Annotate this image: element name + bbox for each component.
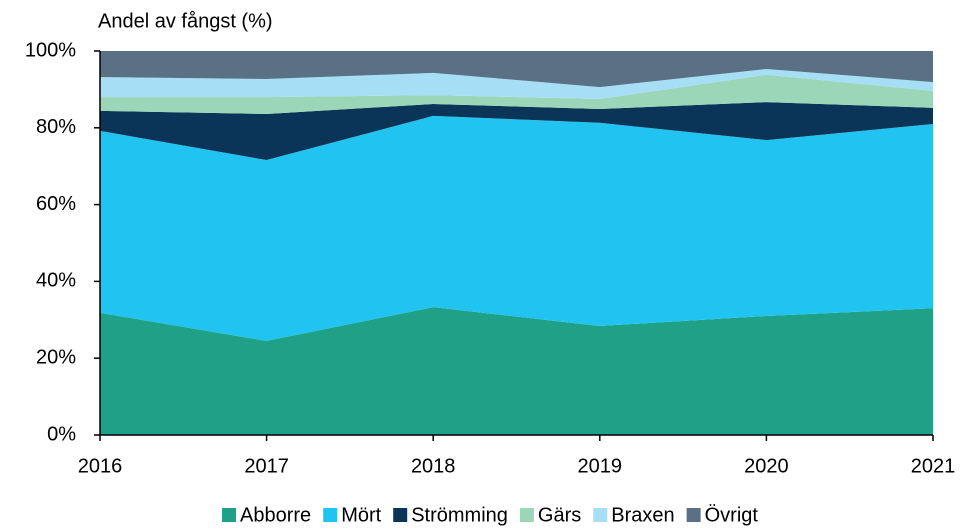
area	[100, 69, 933, 99]
y-axis-title: Andel av fångst (%)	[98, 10, 273, 32]
legend-label: Abborre	[240, 504, 311, 526]
y-tick-label: 40%	[36, 270, 76, 292]
area	[100, 51, 933, 88]
legend-swatch	[393, 508, 408, 522]
legend-swatch	[686, 508, 701, 522]
area	[100, 307, 933, 435]
y-tick-label: 20%	[36, 346, 76, 368]
x-tick-label: 2019	[578, 455, 623, 477]
area	[100, 102, 933, 161]
legend-label: Gärs	[538, 504, 581, 526]
x-tick-label: 2017	[244, 455, 289, 477]
x-tick-label: 2021	[911, 455, 956, 477]
y-tick-label: 60%	[36, 193, 76, 215]
legend-swatch	[593, 508, 608, 522]
legend-swatch	[323, 508, 338, 522]
legend-swatch	[222, 508, 237, 522]
legend-label: Övrigt	[705, 504, 759, 526]
y-tick-label: 80%	[36, 116, 76, 138]
legend-label: Mört	[341, 504, 381, 526]
area	[100, 74, 933, 114]
legend-swatch	[519, 508, 534, 522]
legend-label: Strömming	[411, 504, 508, 526]
x-tick-label: 2016	[78, 455, 123, 477]
x-tick-label: 2018	[411, 455, 456, 477]
area	[100, 115, 933, 341]
x-tick-label: 2020	[744, 455, 789, 477]
y-tick-label: 100%	[25, 39, 76, 61]
legend-label: Braxen	[611, 504, 674, 526]
y-tick-label: 0%	[47, 423, 76, 445]
